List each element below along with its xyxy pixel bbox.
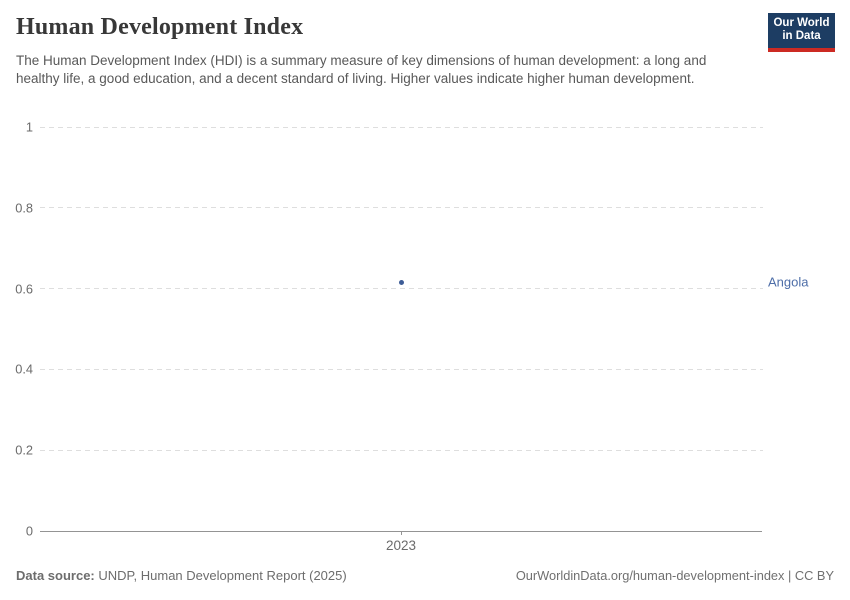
series-label-angola[interactable]: Angola [768, 274, 809, 290]
y-axis-tick-label: 0 [25, 523, 33, 539]
data-point-angola[interactable] [399, 279, 404, 285]
y-gridline [40, 449, 763, 451]
data-source-label: Data source: [16, 568, 95, 583]
owid-logo[interactable]: Our World in Data [768, 13, 835, 52]
owid-logo-line2: in Data [782, 30, 821, 42]
attribution-link[interactable]: OurWorldinData.org/human-development-ind… [515, 568, 834, 583]
y-gridline [40, 126, 763, 128]
y-axis-tick-label: 0.2 [15, 442, 33, 458]
chart-subtitle: The Human Development Index (HDI) is a s… [16, 53, 707, 86]
y-gridline [40, 207, 763, 209]
x-axis-line [40, 530, 762, 532]
x-axis-tick-label: 2023 [385, 538, 417, 553]
y-gridline [40, 288, 763, 290]
y-gridline [40, 368, 763, 370]
data-source-text: UNDP, Human Development Report (2025) [98, 568, 347, 583]
y-axis-tick-label: 0.6 [15, 281, 33, 297]
y-axis-tick-label: 1 [25, 119, 33, 135]
owid-logo-line1: Our World [773, 17, 830, 29]
y-axis-tick-label: 0.8 [15, 200, 33, 216]
y-axis-tick-label: 0.4 [15, 361, 33, 377]
x-axis-tick [401, 531, 402, 535]
footer: Data source: UNDP, Human Development Rep… [16, 568, 834, 583]
data-source: Data source: UNDP, Human Development Rep… [16, 568, 347, 583]
page-title: Human Development Index [16, 14, 304, 40]
